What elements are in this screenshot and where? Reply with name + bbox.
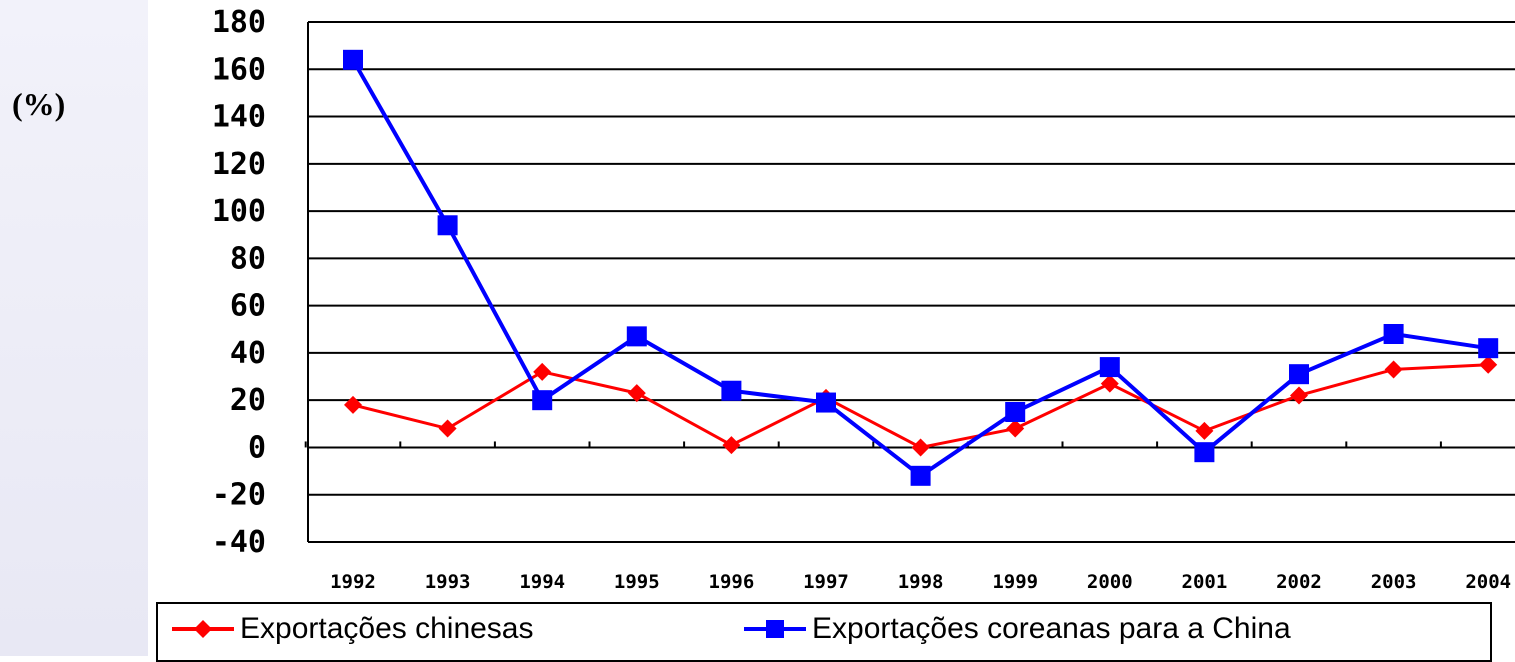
x-tick-1997: 1997 — [803, 571, 849, 593]
y-tick-100: 100 — [212, 194, 266, 229]
x-tick-1999: 1999 — [992, 571, 1038, 593]
red-diamond-line-icon — [172, 620, 234, 638]
legend: Exportações chinesas Exportações coreana… — [156, 602, 1492, 662]
y-tick-120: 120 — [212, 147, 266, 182]
point-1999 — [1005, 402, 1026, 422]
x-tick-1993: 1993 — [425, 571, 471, 593]
point-1996 — [721, 380, 742, 401]
x-tick-2002: 2002 — [1276, 571, 1322, 593]
legend-label-chinese-exports: Exportações chinesas — [240, 612, 534, 645]
point-1994 — [532, 390, 553, 411]
point-2003 — [1383, 324, 1404, 344]
point-2002 — [1290, 386, 1308, 405]
point-1998 — [911, 438, 930, 457]
y-tick--20: -20 — [212, 478, 266, 513]
series-line — [351, 58, 1489, 479]
x-tick-2000: 2000 — [1087, 571, 1133, 593]
point-2000 — [1100, 374, 1119, 393]
y-tick-60: 60 — [230, 289, 266, 324]
y-tick-140: 140 — [212, 100, 266, 135]
grid-lines — [308, 21, 1515, 496]
y-unit-label: (%) — [12, 86, 66, 122]
blue-square-line-icon — [744, 620, 806, 638]
y-tick-20: 20 — [230, 383, 266, 418]
point-1994 — [533, 362, 552, 381]
x-tick-1996: 1996 — [709, 571, 755, 593]
x-tick-labels: 1992 1993 1994 1995 1996 1997 1998 1999 2000 2001… — [330, 571, 1511, 593]
x-tick-1992: 1992 — [330, 571, 376, 593]
point-2001 — [1194, 442, 1215, 463]
legend-item-korean-exports: Exportações coreanas para a China — [742, 612, 1291, 646]
point-1995 — [627, 384, 646, 403]
legend-label-korean-exports: Exportações coreanas para a China — [812, 612, 1291, 645]
point-1997 — [816, 392, 836, 413]
y-tick-0: 0 — [248, 430, 266, 465]
point-2004 — [1478, 338, 1499, 359]
y-tick--40: -40 — [212, 525, 266, 560]
point-1996 — [722, 436, 741, 455]
y-tick-160: 160 — [212, 52, 266, 87]
x-tick-1994: 1994 — [519, 571, 565, 593]
point-2000 — [1099, 357, 1120, 378]
point-2004 — [1479, 355, 1498, 374]
series-chinese-exports — [344, 355, 1498, 457]
series-lines — [343, 49, 1499, 486]
point-2002 — [1289, 364, 1309, 385]
y-tick-40: 40 — [230, 336, 266, 371]
point-1998 — [910, 465, 931, 486]
axes — [304, 22, 1515, 543]
point-1999 — [1006, 419, 1025, 438]
point-1993 — [437, 215, 458, 236]
point-2001 — [1195, 421, 1214, 440]
series-line — [352, 363, 1489, 450]
legend-item-chinese-exports: Exportações chinesas — [170, 612, 534, 646]
side-panel — [0, 0, 148, 656]
x-tick-2004: 2004 — [1465, 571, 1511, 593]
y-tick-labels: 180 160 140 120 100 80 60 40 20 0 -20 -40 — [212, 5, 266, 560]
point-1995 — [626, 326, 647, 347]
x-tick-2001: 2001 — [1182, 571, 1228, 593]
y-tick-180: 180 — [212, 5, 266, 40]
x-tick-1998: 1998 — [898, 571, 944, 593]
x-tick-1995: 1995 — [614, 571, 660, 593]
point-1992 — [344, 395, 362, 414]
series-korean-exports — [343, 49, 1499, 486]
point-1993 — [438, 419, 457, 438]
point-1992 — [343, 49, 363, 70]
point-2003 — [1384, 360, 1403, 379]
y-tick-80: 80 — [230, 241, 266, 276]
x-tick-2003: 2003 — [1371, 571, 1417, 593]
